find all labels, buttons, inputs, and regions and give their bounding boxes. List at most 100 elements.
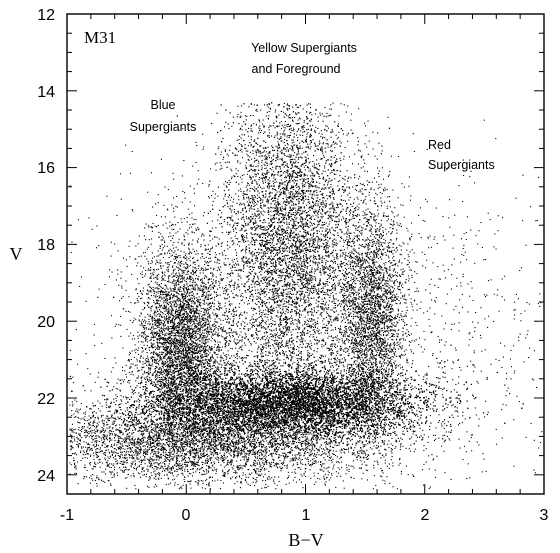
star-point xyxy=(351,403,353,405)
star-point xyxy=(302,383,304,385)
star-point xyxy=(283,399,285,401)
star-point xyxy=(334,416,336,418)
star-point xyxy=(343,420,345,422)
star-point xyxy=(292,356,294,358)
star-point xyxy=(301,410,303,412)
star-point xyxy=(446,406,448,408)
star-point xyxy=(125,403,127,405)
star-point xyxy=(166,418,168,420)
star-point xyxy=(353,406,355,408)
star-point xyxy=(274,438,276,440)
star-point xyxy=(222,391,224,393)
star-point xyxy=(236,389,238,391)
star-point xyxy=(207,403,209,405)
star-point xyxy=(461,422,463,424)
star-point xyxy=(441,394,443,396)
star-point xyxy=(225,401,227,403)
star-point xyxy=(218,422,220,424)
star-point xyxy=(74,399,76,401)
star-point xyxy=(340,425,342,427)
star-point xyxy=(377,408,379,410)
star-point xyxy=(268,417,270,419)
star-point xyxy=(206,395,208,397)
star-point xyxy=(361,419,363,421)
star-point xyxy=(328,377,330,379)
star-point xyxy=(175,393,177,395)
star-point xyxy=(216,413,218,415)
star-point xyxy=(398,393,400,395)
star-point xyxy=(281,399,283,401)
star-point xyxy=(266,397,268,399)
star-point xyxy=(373,415,375,417)
star-point xyxy=(270,417,272,419)
star-point xyxy=(316,397,318,399)
star-point xyxy=(210,427,212,429)
star-point xyxy=(229,382,231,384)
star-point xyxy=(168,427,170,429)
star-point xyxy=(233,374,235,376)
star-point xyxy=(296,402,298,404)
star-point xyxy=(351,398,353,400)
star-point xyxy=(141,380,143,382)
star-point xyxy=(245,392,247,394)
star-point xyxy=(302,391,304,393)
star-point xyxy=(387,434,389,436)
star-point xyxy=(341,418,343,420)
star-point xyxy=(478,418,480,420)
star-point xyxy=(338,436,340,438)
star-point xyxy=(123,379,125,381)
star-point xyxy=(268,405,270,407)
star-point xyxy=(342,375,344,377)
star-point xyxy=(277,374,279,376)
star-point xyxy=(333,404,335,406)
star-point xyxy=(389,376,391,378)
star-point xyxy=(207,408,209,410)
star-point xyxy=(320,437,322,439)
star-point xyxy=(230,405,232,407)
star-point xyxy=(306,421,308,423)
star-point xyxy=(252,398,254,400)
star-point xyxy=(261,407,263,409)
star-point xyxy=(211,375,213,377)
star-point xyxy=(332,407,334,409)
star-point xyxy=(260,401,262,403)
star-point xyxy=(200,396,202,398)
star-point xyxy=(303,395,305,397)
star-point xyxy=(234,373,236,375)
star-point xyxy=(362,383,364,385)
star-point xyxy=(438,421,440,423)
star-point xyxy=(240,381,242,383)
star-point xyxy=(353,453,355,455)
star-point xyxy=(189,396,191,398)
star-point xyxy=(384,397,386,399)
star-point xyxy=(382,400,384,402)
star-point xyxy=(350,399,352,401)
star-point xyxy=(253,389,255,391)
star-point xyxy=(265,402,267,404)
star-point xyxy=(159,416,161,418)
star-point xyxy=(410,425,412,427)
star-point xyxy=(223,367,225,369)
star-point xyxy=(318,387,320,389)
star-point xyxy=(418,374,420,376)
star-point xyxy=(265,421,267,423)
star-point xyxy=(299,391,301,393)
star-point xyxy=(335,401,337,403)
star-point xyxy=(359,414,361,416)
star-point xyxy=(298,387,300,389)
star-point xyxy=(400,413,402,415)
star-point xyxy=(262,402,264,404)
star-point xyxy=(274,366,276,368)
star-point xyxy=(226,411,228,413)
star-point xyxy=(288,404,290,406)
star-point xyxy=(276,389,278,391)
star-point xyxy=(321,409,323,411)
star-point xyxy=(374,419,376,421)
star-point xyxy=(239,438,241,440)
star-point xyxy=(292,415,294,417)
star-point xyxy=(369,399,371,401)
star-point xyxy=(243,415,245,417)
star-point xyxy=(267,407,269,409)
star-point xyxy=(265,406,267,408)
star-point xyxy=(279,387,281,389)
